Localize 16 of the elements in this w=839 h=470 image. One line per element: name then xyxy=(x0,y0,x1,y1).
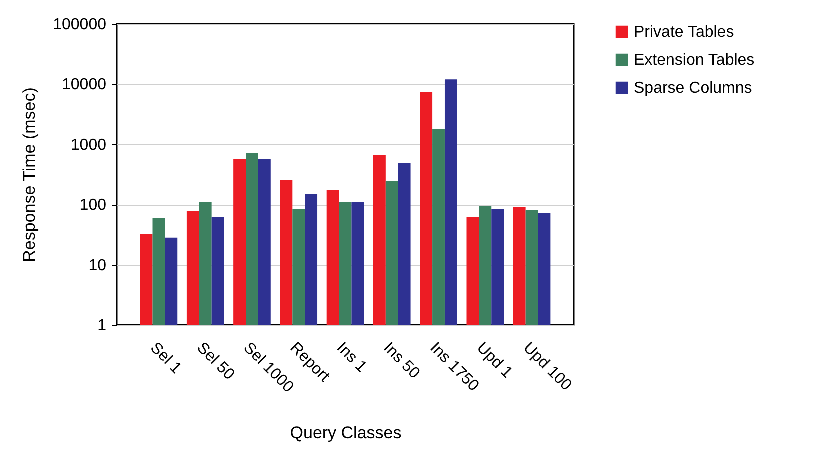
legend-label: Private Tables xyxy=(634,24,734,41)
y-tick-label: 10000 xyxy=(62,76,107,94)
y-tick-label: 100 xyxy=(80,197,107,214)
y-tick-label: 100000 xyxy=(53,16,107,34)
x-tick-label: Ins 1 xyxy=(333,340,370,376)
y-axis-title: Response Time (msec) xyxy=(20,88,40,262)
x-tick-label: Sel 1 xyxy=(146,340,185,378)
legend-label: Extension Tables xyxy=(634,52,755,69)
x-tick-label: Sel 50 xyxy=(194,340,238,384)
x-tick-label: Upd 100 xyxy=(520,340,575,394)
x-tick-label: Ins 50 xyxy=(380,340,424,382)
y-tick-label: 1 xyxy=(98,318,107,334)
y-tick-label: 10 xyxy=(88,257,107,274)
legend-label: Sparse Columns xyxy=(634,80,752,97)
y-tick-label: 1000 xyxy=(70,136,107,154)
x-axis-title: Query Classes xyxy=(290,423,402,442)
